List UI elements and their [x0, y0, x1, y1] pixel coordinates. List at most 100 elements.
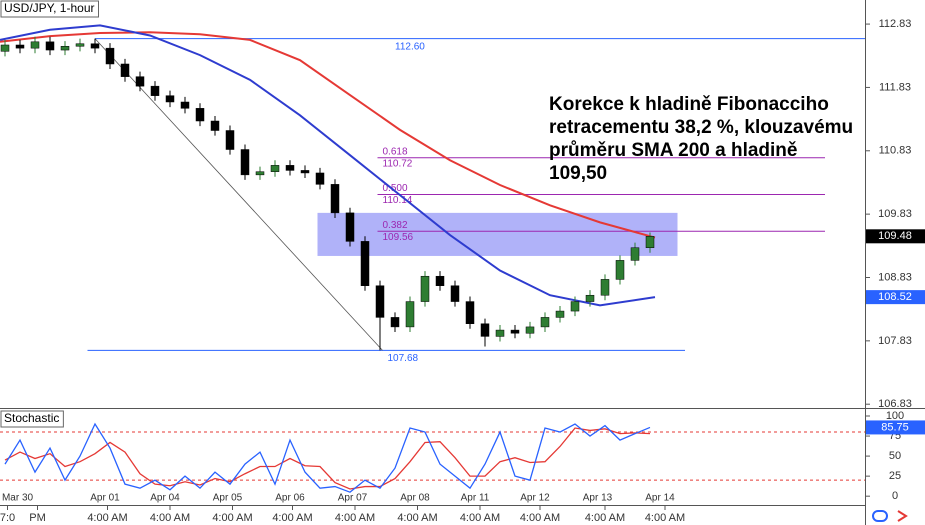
candle-body: [240, 149, 250, 176]
candle-body: [60, 45, 70, 51]
candle-body: [435, 275, 445, 286]
price-tag: [866, 290, 925, 305]
y-tick-label: 50: [889, 450, 901, 462]
x-tick-label: Apr 07: [338, 493, 368, 504]
price-tag-label: 108.52: [878, 291, 912, 303]
candle-body: [345, 212, 355, 242]
candle-body: [15, 44, 25, 49]
candle-body: [225, 130, 235, 150]
candle-body: [555, 310, 565, 318]
x-time-label: 4:00 AM: [645, 512, 685, 524]
candle-body: [75, 43, 85, 47]
annotation-line: průměru SMA 200 a hladině: [549, 140, 797, 161]
price-tag-label: 109.48: [878, 230, 912, 242]
candle-body: [195, 108, 205, 122]
candle-body: [570, 301, 580, 312]
candle-body: [120, 63, 130, 77]
candle-body: [405, 301, 415, 328]
x-time-label: 4:00 AM: [520, 512, 560, 524]
candle-body: [495, 329, 505, 337]
level-label: 112.60: [395, 41, 425, 52]
level-label: 107.68: [388, 353, 419, 364]
x-tick-label: Apr 12: [520, 493, 550, 504]
panel-title-box: [0, 0, 99, 18]
x-tick-label: Apr 08: [400, 493, 430, 504]
panel-title-box: [0, 410, 64, 428]
y-tick-label: 109.83: [878, 208, 912, 220]
x-time-label: 4:00 AM: [335, 512, 375, 524]
candle-body: [615, 260, 625, 280]
x-tick-label: Mar 30: [2, 493, 34, 504]
x-time-label: 4:00 AM: [397, 512, 437, 524]
candle-body: [105, 47, 115, 65]
fib-price: 110.72: [383, 158, 413, 169]
candle-body: [360, 241, 370, 286]
stochastic-line: [4, 422, 651, 493]
candle-body: [270, 165, 280, 172]
stochastic-line: [4, 427, 651, 490]
annotation-line: 109,50: [549, 163, 607, 184]
candle-body: [600, 279, 610, 296]
candle-body: [510, 329, 520, 334]
price-tag-label: 85.75: [881, 421, 909, 433]
highlight-zone: [317, 212, 678, 256]
price-tag: [866, 229, 925, 244]
arrow-icon[interactable]: [897, 510, 908, 522]
y-tick-label: 100: [886, 410, 904, 422]
y-tick-label: 111.83: [879, 81, 911, 93]
candle-body: [480, 323, 490, 337]
x-time-label: 4:00 AM: [150, 512, 190, 524]
candle-body: [330, 184, 340, 214]
annotation-line: retracementu 38,2 %, klouzavému: [549, 117, 853, 138]
price-tag: [866, 420, 925, 435]
candle-body: [315, 172, 325, 185]
candle-body: [135, 76, 145, 87]
x-time-label: 4:00 AM: [585, 512, 625, 524]
x-time-label: 4:00 AM: [272, 512, 312, 524]
x-tick-label: Apr 05: [213, 493, 243, 504]
candle-body: [390, 317, 400, 328]
x-time-label: 4:00 AM: [212, 512, 252, 524]
moving-average: [0, 24, 656, 307]
fib-ratio: 0.500: [383, 183, 408, 194]
candle-body: [285, 165, 295, 171]
candle-body: [540, 317, 550, 328]
x-time-label: PM: [29, 512, 46, 524]
x-time-label: 7:0: [0, 512, 15, 524]
fib-price: 110.14: [383, 195, 413, 206]
x-time-label: 4:00 AM: [87, 512, 127, 524]
fib-ratio: 0.382: [383, 220, 408, 231]
x-tick-label: Apr 11: [461, 493, 490, 504]
y-tick-label: 25: [889, 470, 901, 482]
moving-average: [0, 31, 656, 239]
x-tick-label: Apr 06: [275, 493, 305, 504]
x-tick-label: Apr 13: [583, 493, 613, 504]
candle-body: [45, 41, 55, 51]
y-tick-label: 110.83: [879, 145, 912, 157]
y-tick-label: 0: [892, 490, 898, 502]
toolbar-icons: [872, 510, 908, 522]
candle-body: [645, 236, 655, 248]
candle-body: [300, 170, 310, 174]
link-icon[interactable]: [872, 510, 888, 522]
candle-body: [165, 95, 175, 103]
trendline: [94, 38, 383, 351]
candle-body: [375, 285, 385, 318]
candle-body: [180, 101, 190, 109]
fib-price: 109.56: [383, 232, 414, 243]
candle-body: [525, 326, 535, 334]
fib-ratio: 0.618: [383, 146, 408, 157]
candle-body: [585, 294, 595, 302]
x-time-label: 4:00 AM: [460, 512, 500, 524]
candle-body: [465, 301, 475, 324]
candle-body: [420, 275, 430, 302]
candle-body: [0, 44, 10, 52]
annotation-line: Korekce k hladině Fibonacciho: [549, 94, 829, 115]
candle-body: [450, 285, 460, 302]
y-tick-label: 106.83: [878, 398, 912, 410]
candle-body: [30, 41, 40, 49]
x-tick-label: Apr 04: [150, 493, 180, 504]
x-tick-label: Apr 01: [90, 493, 120, 504]
